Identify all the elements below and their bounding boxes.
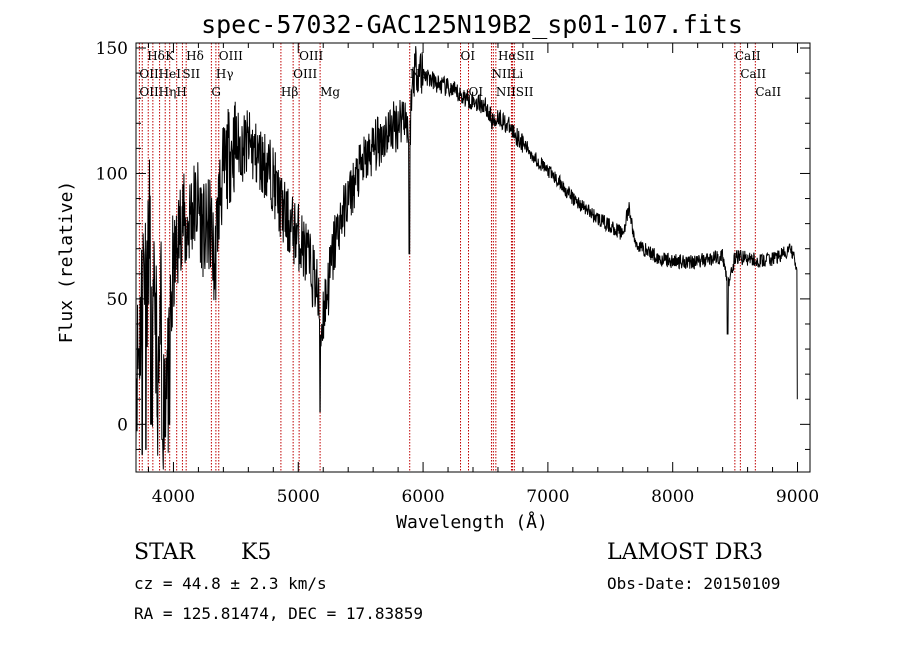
line-label: G [211, 85, 221, 99]
line-label: CaII [735, 49, 761, 63]
coordinates-text: RA = 125.81474, DEC = 17.83859 [134, 604, 423, 623]
spectrum-series [135, 46, 798, 470]
survey-name: LAMOST DR3 [607, 540, 763, 565]
chart-title: spec-57032-GAC125N19B2_sp01-107.fits [201, 10, 743, 39]
x-tick-label: 8000 [651, 487, 694, 507]
line-label: HαSII [498, 49, 535, 63]
x-axis-label: Wavelength (Å) [396, 511, 548, 533]
line-label: Hδ [186, 49, 204, 63]
y-tick-label: 50 [106, 290, 128, 310]
line-label: NIISII [496, 85, 534, 99]
obs-date: Obs-Date: 20150109 [607, 574, 781, 593]
line-label: OIIHηH [139, 85, 186, 99]
y-tick-label: 150 [96, 39, 128, 59]
line-label: OIII [299, 49, 323, 63]
redshift-text: cz = 44.8 ± 2.3 km/s [134, 574, 327, 593]
line-label: Mg [320, 85, 340, 99]
object-class: STAR [134, 540, 195, 565]
x-tick-label: 6000 [401, 487, 444, 507]
x-tick-label: 4000 [152, 487, 195, 507]
line-label: K [165, 49, 175, 63]
line-label: OIII [293, 67, 317, 81]
object-subclass: K5 [241, 540, 272, 565]
line-label: OIIHeI [139, 67, 181, 81]
line-label: NII [491, 67, 511, 81]
line-label: Hβ [281, 85, 298, 99]
x-tick-label: 7000 [526, 487, 569, 507]
line-label: SII [182, 67, 200, 81]
y-tick-label: 0 [117, 415, 128, 435]
line-label: Hδ [147, 49, 165, 63]
line-label: OIII [219, 49, 243, 63]
line-label: OI [461, 49, 476, 63]
x-tick-label: 9000 [776, 487, 819, 507]
line-markers [138, 43, 756, 472]
x-tick-label: 5000 [277, 487, 320, 507]
line-label: Li [511, 67, 523, 81]
y-tick-label: 100 [96, 164, 128, 184]
line-label: CaII [755, 85, 781, 99]
ticks: 4000 5000 6000 7000 8000 9000 0 50 100 150 [96, 39, 820, 507]
line-label: Hγ [216, 67, 234, 81]
line-label: OI [469, 85, 484, 99]
y-axis-label: Flux (relative) [56, 181, 77, 344]
line-label: CaII [740, 67, 766, 81]
